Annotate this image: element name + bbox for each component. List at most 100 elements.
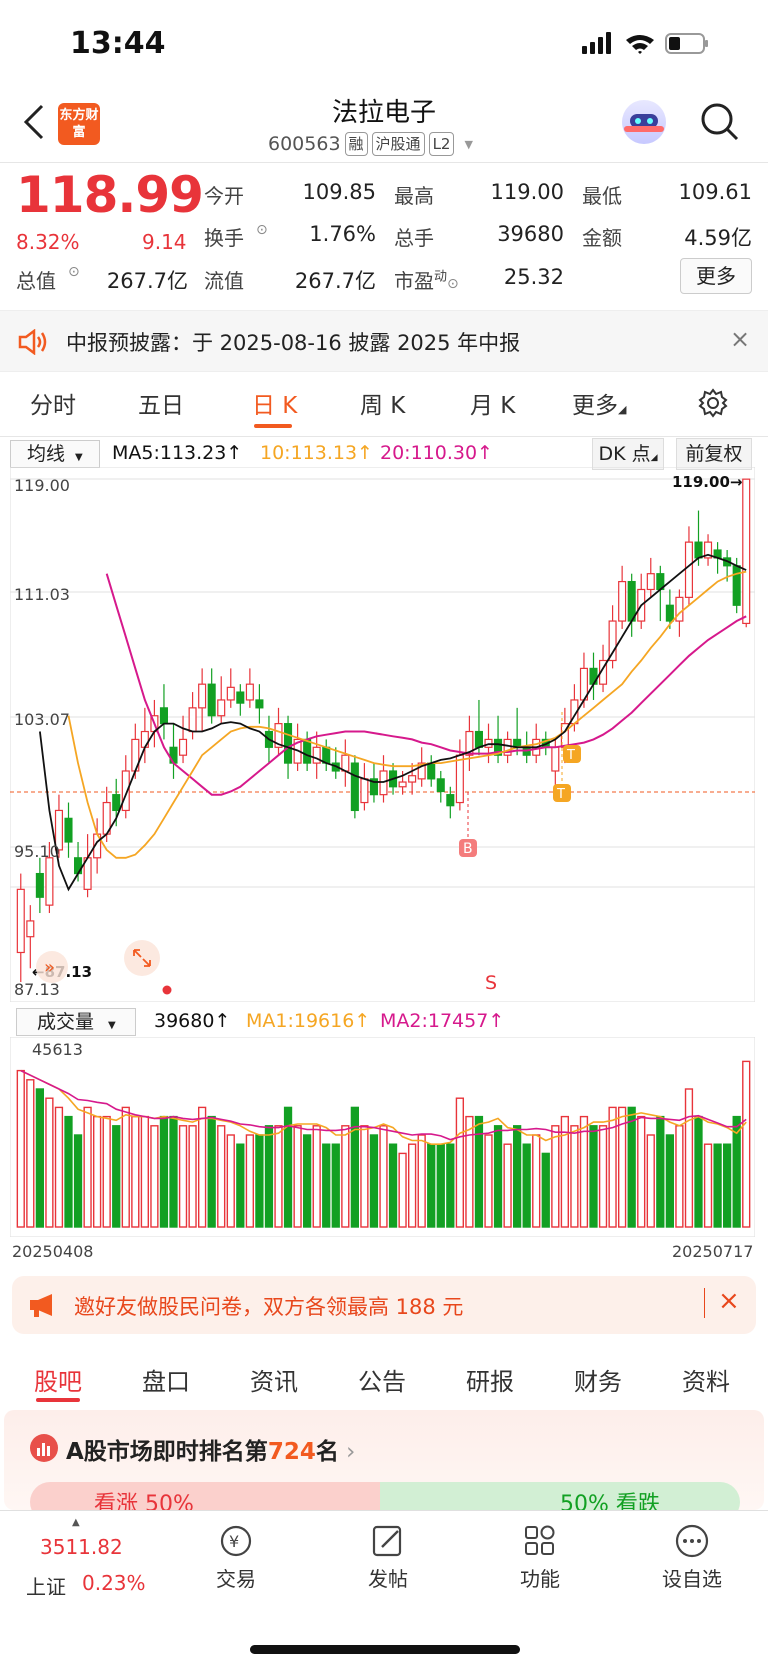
high-marker: 119.00→ bbox=[672, 473, 742, 491]
settings-gear-icon[interactable] bbox=[698, 388, 728, 418]
close-icon[interactable]: × bbox=[730, 325, 751, 353]
candle-down bbox=[494, 738, 503, 756]
pe-label: 市盈动⊙ bbox=[394, 269, 459, 293]
volume-bar-down bbox=[474, 1115, 484, 1228]
amount-label: 金额 bbox=[582, 226, 622, 250]
volume-bar-up bbox=[608, 1106, 617, 1228]
turnover-label: 换手 bbox=[204, 226, 244, 250]
close-icon[interactable]: × bbox=[718, 1286, 740, 1316]
nav-post[interactable]: 发帖 bbox=[338, 1523, 438, 1592]
ma20-value: 20:110.30↑ bbox=[380, 442, 493, 464]
candle-down bbox=[694, 541, 703, 559]
tab-finance[interactable]: 财务 bbox=[574, 1368, 622, 1396]
nav-trade[interactable]: ¥ 交易 bbox=[186, 1523, 286, 1592]
svg-text:¥: ¥ bbox=[229, 1532, 239, 1551]
volume-bar-down bbox=[112, 1125, 121, 1228]
ma10-line bbox=[67, 570, 747, 859]
tab-monthly-k[interactable]: 月 K bbox=[470, 393, 516, 419]
nav-add-watchlist[interactable]: 设自选 bbox=[642, 1523, 742, 1592]
candle-up bbox=[226, 686, 235, 701]
notice-bar[interactable]: 中报预披露：于 2025-08-16 披露 2025 年中报 × bbox=[0, 310, 768, 372]
index-value[interactable]: 3511.82 bbox=[40, 1535, 123, 1559]
t-signal-2[interactable]: T bbox=[553, 712, 571, 802]
search-icon[interactable] bbox=[700, 102, 740, 142]
candle-up bbox=[465, 730, 474, 756]
candlestick-chart[interactable]: 119.00 111.03 103.07 95.10 87.13 119.00→… bbox=[10, 467, 755, 1002]
tab-profile[interactable]: 资料 bbox=[682, 1368, 730, 1396]
back-button[interactable] bbox=[22, 104, 46, 144]
volume-bar-down bbox=[522, 1143, 531, 1228]
volume-bars bbox=[16, 1060, 751, 1228]
candle-up bbox=[503, 738, 512, 756]
arrows-icon[interactable]: » bbox=[36, 951, 68, 983]
tab-news[interactable]: 资讯 bbox=[250, 1368, 298, 1396]
volume-bar-up bbox=[102, 1115, 111, 1228]
volume-bar-up bbox=[150, 1125, 159, 1228]
tab-announcements[interactable]: 公告 bbox=[358, 1368, 406, 1396]
robot-assistant-icon[interactable] bbox=[622, 100, 666, 144]
ranking-card[interactable]: A股市场即时排名第724名 › 看涨 50% 50% 看跌 bbox=[4, 1410, 764, 1522]
volume-chart[interactable]: 45613 bbox=[10, 1037, 755, 1237]
tab-research[interactable]: 研报 bbox=[466, 1368, 514, 1396]
candle-up bbox=[684, 541, 693, 598]
stock-code-row[interactable]: 600563 融 沪股通 L2 ▼ bbox=[268, 132, 473, 156]
volume-bar-down bbox=[207, 1115, 216, 1228]
volume-bar-down bbox=[723, 1143, 732, 1228]
tab-intraday[interactable]: 分时 bbox=[30, 393, 76, 419]
volume-bar-down bbox=[350, 1106, 360, 1228]
candle-up bbox=[26, 920, 35, 938]
float-label: 流值 bbox=[204, 269, 244, 293]
tab-guba[interactable]: 股吧 bbox=[34, 1368, 82, 1396]
volume-bar-down bbox=[322, 1143, 331, 1228]
nav-functions[interactable]: 功能 bbox=[490, 1523, 590, 1592]
candle-up bbox=[742, 478, 751, 625]
expand-icon[interactable] bbox=[124, 940, 160, 976]
more-quote-button[interactable]: 更多 bbox=[680, 258, 752, 294]
tab-five-day[interactable]: 五日 bbox=[138, 393, 184, 419]
volume-bar-down bbox=[169, 1115, 178, 1228]
candle-down bbox=[446, 794, 455, 807]
svg-text:B: B bbox=[463, 841, 473, 857]
candle-up bbox=[45, 857, 54, 906]
tab-pankou[interactable]: 盘口 bbox=[142, 1368, 190, 1396]
candle-down bbox=[436, 778, 445, 793]
tab-daily-k[interactable]: 日 K bbox=[252, 393, 298, 419]
promo-banner[interactable]: 邀好友做股民问卷，双方各领最高 188 元 × bbox=[12, 1276, 756, 1334]
sell-signal[interactable]: S bbox=[485, 972, 497, 994]
stock-name: 法拉电子 bbox=[331, 98, 436, 128]
index-name: 上证 bbox=[26, 1575, 66, 1599]
volume-bar-down bbox=[331, 1143, 340, 1228]
volume-bar-down bbox=[388, 1143, 398, 1228]
tab-weekly-k[interactable]: 周 K bbox=[360, 393, 406, 419]
volume-bar-up bbox=[579, 1115, 589, 1228]
volume-bar-up bbox=[408, 1143, 417, 1228]
svg-text:T: T bbox=[566, 748, 575, 763]
volume-bar-down bbox=[436, 1143, 445, 1228]
t-signal-1[interactable]: T bbox=[563, 745, 581, 763]
tab-more[interactable]: 更多◢ bbox=[572, 393, 627, 419]
volume-bar-up bbox=[245, 1134, 255, 1228]
info-icon[interactable]: ⊙ bbox=[256, 222, 268, 238]
volume-ma2: MA2:17457↑ bbox=[380, 1010, 505, 1032]
dk-point-button[interactable]: DK 点◢ bbox=[592, 438, 664, 470]
date-start: 20250408 bbox=[12, 1242, 94, 1261]
home-indicator bbox=[250, 1645, 520, 1654]
candle-up bbox=[198, 683, 207, 709]
candle-up bbox=[188, 707, 197, 733]
candle-up bbox=[646, 573, 655, 591]
candle-down bbox=[255, 699, 264, 709]
volume-ma2-line bbox=[20, 1069, 747, 1141]
volume-select[interactable]: 成交量 ▼ bbox=[16, 1008, 136, 1036]
volume-bar-up bbox=[379, 1125, 388, 1228]
candle-up bbox=[16, 888, 25, 954]
volume-bar-down bbox=[493, 1125, 503, 1228]
y-label-top: 119.00 bbox=[14, 476, 70, 495]
adjust-button[interactable]: 前复权 bbox=[676, 438, 752, 470]
low-label: 最低 bbox=[582, 184, 622, 208]
active-tab-indicator bbox=[254, 424, 292, 428]
app-logo[interactable]: 东方财富 bbox=[58, 103, 100, 145]
info-icon[interactable]: ⊙ bbox=[68, 264, 80, 280]
buy-signal[interactable]: B bbox=[459, 792, 477, 857]
tag-margin: 融 bbox=[344, 132, 368, 156]
ma-select[interactable]: 均线 ▼ bbox=[10, 440, 100, 468]
